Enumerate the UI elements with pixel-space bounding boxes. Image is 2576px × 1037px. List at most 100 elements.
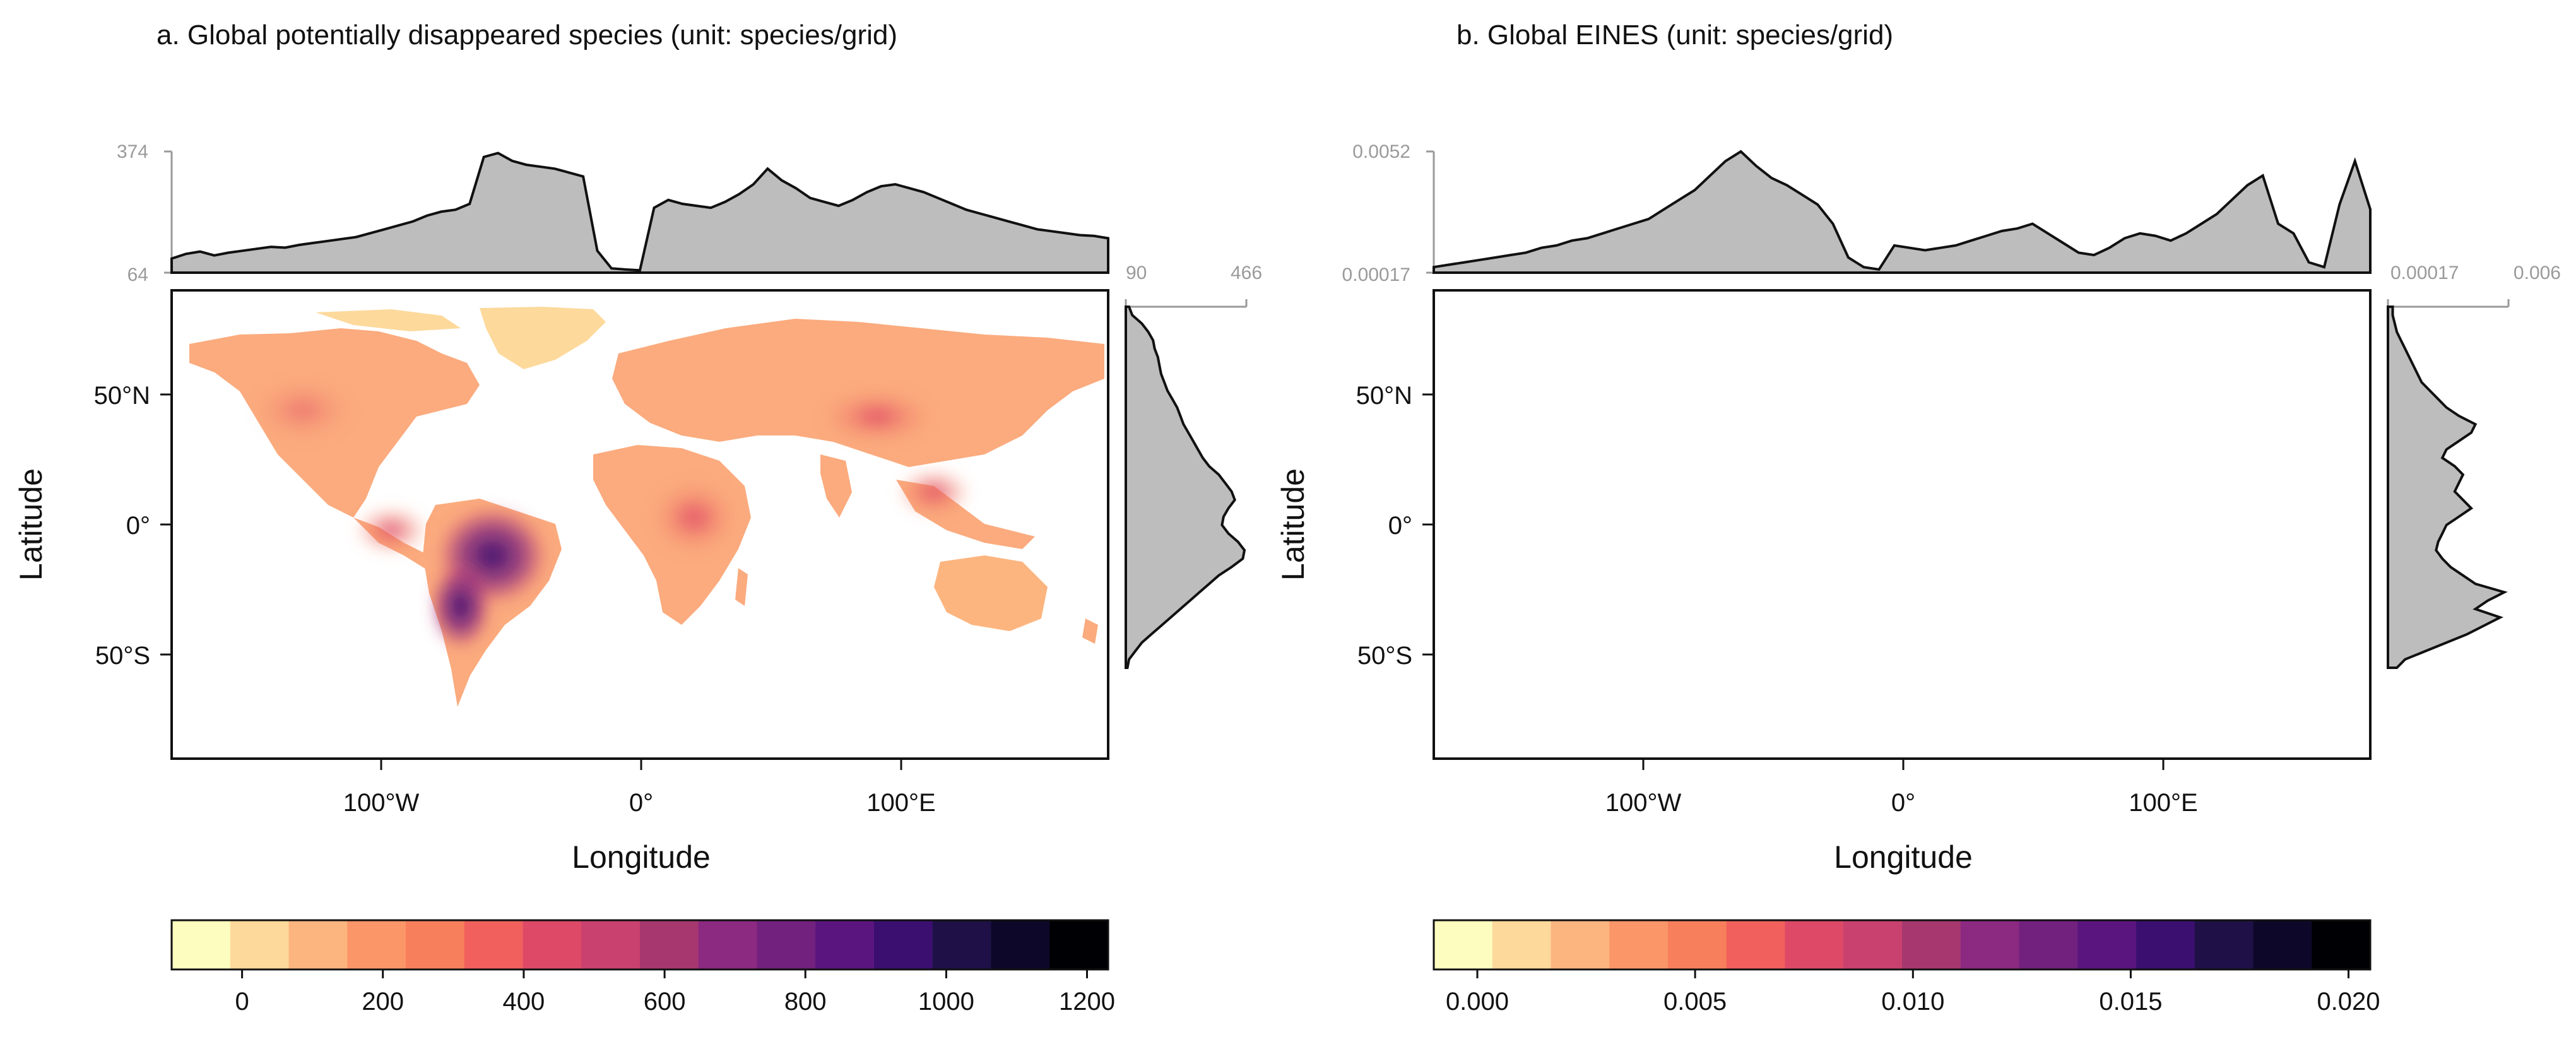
hotspot-se-asia bbox=[896, 467, 972, 518]
colorbar-swatch bbox=[1049, 920, 1109, 969]
x-tick-label-100e: 100°E bbox=[866, 789, 935, 817]
top-marginal-max-label: 0.0052 bbox=[1352, 141, 1410, 162]
colorbar-swatch bbox=[288, 920, 348, 969]
y-axis-label: Latitude bbox=[13, 468, 49, 581]
colorbar-swatch bbox=[2312, 920, 2371, 969]
top-marginal-min-label: 64 bbox=[127, 264, 148, 285]
colorbar-swatch bbox=[1434, 920, 1493, 969]
y-tick-label-50s: 50°S bbox=[95, 642, 150, 670]
colorbar-swatch bbox=[1785, 920, 1844, 969]
colorbar-swatch bbox=[991, 920, 1050, 969]
panel-a-right-marginal: 90 466 bbox=[1125, 263, 1262, 669]
australia bbox=[934, 555, 1048, 631]
colorbar-swatch bbox=[1902, 920, 1961, 969]
colorbar-swatches bbox=[1434, 920, 2371, 969]
hotspot-north-america bbox=[252, 379, 353, 442]
colorbar-swatch bbox=[757, 920, 816, 969]
colorbar-swatch bbox=[464, 920, 524, 969]
y-tick-label-50s: 50°S bbox=[1357, 642, 1412, 670]
new-zealand bbox=[1082, 619, 1098, 644]
y-tick-label-0: 0° bbox=[126, 512, 150, 540]
hotspot-andes-south bbox=[429, 562, 492, 650]
right-marginal-min-label: 0.00017 bbox=[2390, 263, 2459, 283]
colorbar-frame bbox=[1433, 919, 2372, 971]
colorbar-swatch bbox=[874, 920, 933, 969]
panel-a-map bbox=[170, 289, 1109, 760]
arctic-canada bbox=[316, 309, 461, 331]
top-marginal-max-label: 374 bbox=[117, 141, 148, 162]
y-axis-label: Latitude bbox=[1275, 468, 1311, 581]
land-intensity bbox=[252, 379, 972, 650]
madagascar bbox=[735, 568, 748, 606]
y-tick-label-50n: 50°N bbox=[1356, 382, 1412, 410]
india-sea bbox=[820, 454, 852, 518]
colorbar-swatch bbox=[698, 920, 758, 969]
colorbar-tick-label: 0 bbox=[235, 988, 249, 1016]
colorbar-swatch bbox=[2136, 920, 2195, 969]
colorbar-tick-label: 400 bbox=[503, 988, 545, 1016]
panel-b-top-marginal: 0.0052 0.00017 bbox=[1342, 141, 2372, 285]
panel-a-title: a. Global potentially disappeared specie… bbox=[157, 20, 897, 50]
panel-b-axes: 100°W 0° 100°E Longitude 50°N 0° 50°S La… bbox=[1275, 382, 2198, 875]
colorbar-swatch bbox=[1609, 920, 1669, 969]
colorbar-swatch bbox=[815, 920, 875, 969]
colorbar-ticks: 0.000 0.005 0.010 0.015 0.020 bbox=[1446, 969, 2380, 1016]
colorbar-tick-label: 1200 bbox=[1059, 988, 1115, 1016]
colorbar-tick-label: 200 bbox=[362, 988, 404, 1016]
right-marginal-min-label: 90 bbox=[1126, 263, 1147, 283]
x-tick-label-0: 0° bbox=[1891, 789, 1915, 817]
y-tick-label-0: 0° bbox=[1388, 512, 1412, 540]
map-landmasses bbox=[189, 307, 1104, 707]
colorbar-tick-label: 0.000 bbox=[1446, 988, 1509, 1016]
greenland bbox=[480, 307, 606, 369]
colorbar-tick-label: 0.010 bbox=[1881, 988, 1944, 1016]
colorbar-swatches bbox=[172, 920, 1109, 969]
right-marginal-profile bbox=[2387, 305, 2508, 669]
top-marginal-profile bbox=[1433, 150, 2372, 274]
hotspot-mesoamerica bbox=[353, 505, 429, 555]
hotspot-east-africa bbox=[650, 480, 738, 555]
top-marginal-profile bbox=[170, 151, 1109, 274]
x-axis-label: Longitude bbox=[572, 839, 711, 875]
x-tick-label-100w: 100°W bbox=[1605, 789, 1682, 817]
map-ocean bbox=[1434, 290, 2370, 759]
colorbar-tick-label: 0.020 bbox=[2317, 988, 2380, 1016]
colorbar-swatch bbox=[1960, 920, 2020, 969]
colorbar-swatch bbox=[172, 920, 231, 969]
y-tick-label-50n: 50°N bbox=[94, 382, 150, 410]
panel-b: b. Global EINES (unit: species/grid) 0.0… bbox=[1275, 20, 2561, 1016]
panel-b-map bbox=[1433, 289, 2372, 760]
colorbar-swatch bbox=[1492, 920, 1552, 969]
panel-a-top-marginal: 374 64 bbox=[117, 141, 1109, 285]
colorbar-swatch bbox=[1843, 920, 1903, 969]
colorbar-tick-label: 0.005 bbox=[1663, 988, 1727, 1016]
panel-b-right-marginal: 0.00017 0.006 bbox=[2387, 263, 2561, 669]
colorbar-swatch bbox=[1726, 920, 1786, 969]
panel-a-colorbar: 0 200 400 600 800 1000 1200 bbox=[170, 919, 1115, 1016]
colorbar-tick-label: 0.015 bbox=[2099, 988, 2162, 1016]
panel-b-colorbar: 0.000 0.005 0.010 0.015 0.020 bbox=[1433, 919, 2380, 1016]
right-marginal-max-label: 0.006 bbox=[2514, 263, 2561, 283]
panel-a: a. Global potentially disappeared specie… bbox=[13, 20, 1262, 1016]
colorbar-swatch bbox=[581, 920, 641, 969]
colorbar-swatch bbox=[1668, 920, 1727, 969]
x-tick-label-100w: 100°W bbox=[343, 789, 420, 817]
colorbar-swatch bbox=[347, 920, 406, 969]
colorbar-ticks: 0 200 400 600 800 1000 1200 bbox=[235, 969, 1115, 1016]
colorbar-tick-label: 600 bbox=[644, 988, 686, 1016]
colorbar-swatch bbox=[230, 920, 290, 969]
colorbar-swatch bbox=[640, 920, 699, 969]
top-marginal-min-label: 0.00017 bbox=[1342, 264, 1410, 285]
colorbar-frame bbox=[170, 919, 1109, 971]
colorbar-swatch bbox=[1551, 920, 1610, 969]
colorbar-swatch bbox=[2194, 920, 2254, 969]
colorbar-tick-label: 1000 bbox=[918, 988, 974, 1016]
x-tick-label-0: 0° bbox=[629, 789, 653, 817]
colorbar-swatch bbox=[2019, 920, 2078, 969]
x-axis-label: Longitude bbox=[1834, 839, 1973, 875]
right-marginal-profile bbox=[1125, 305, 1246, 669]
colorbar-swatch bbox=[932, 920, 992, 969]
colorbar-tick-label: 800 bbox=[784, 988, 827, 1016]
x-tick-label-100e: 100°E bbox=[2129, 789, 2197, 817]
